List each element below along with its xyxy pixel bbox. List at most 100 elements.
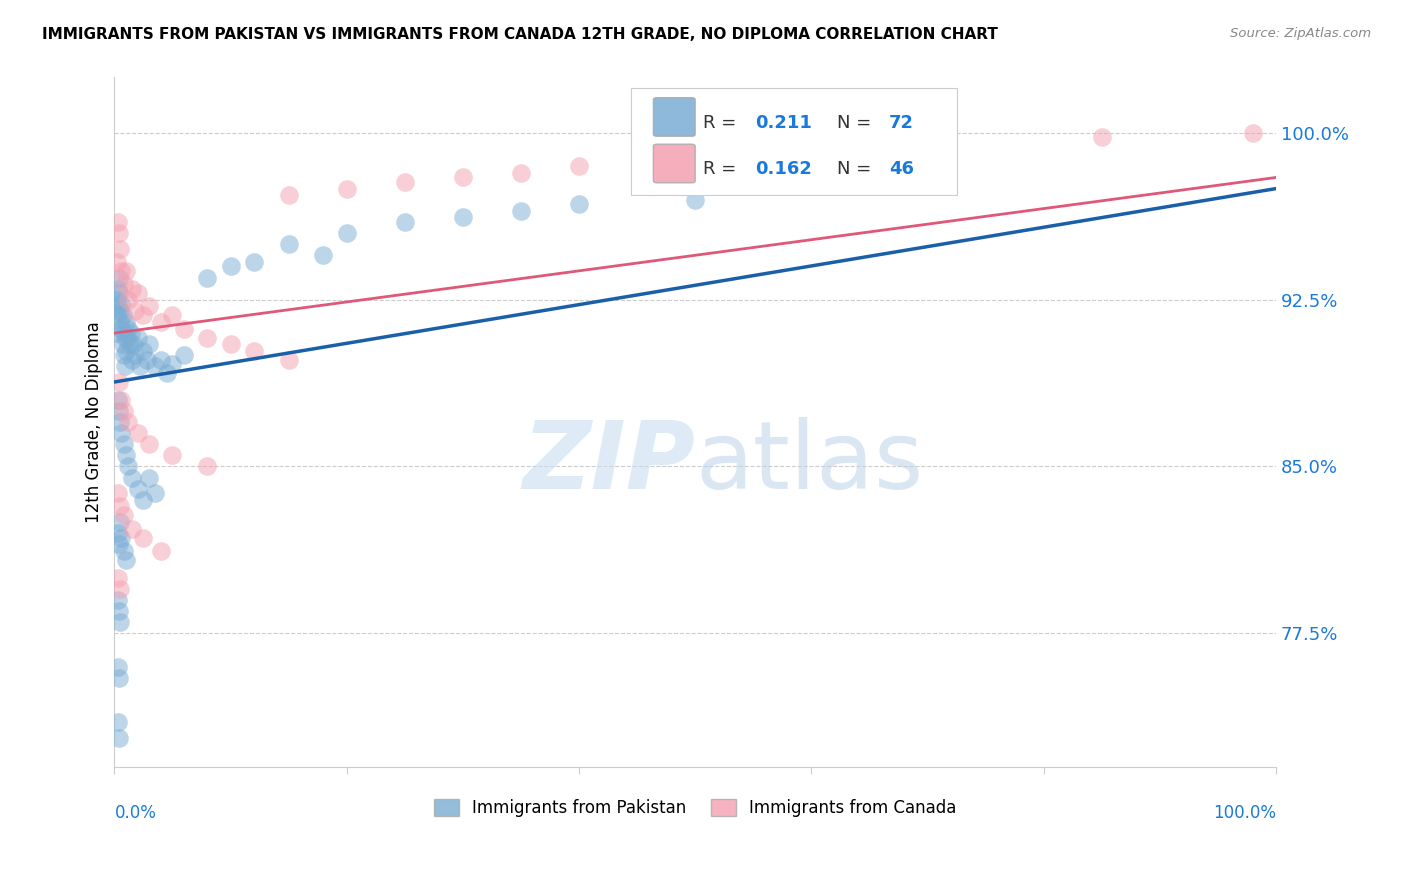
Point bbox=[277, 352, 299, 367]
Point bbox=[105, 308, 128, 322]
Point bbox=[149, 315, 172, 329]
Legend: Immigrants from Pakistan, Immigrants from Canada: Immigrants from Pakistan, Immigrants fro… bbox=[427, 792, 963, 823]
Point bbox=[121, 470, 143, 484]
Point bbox=[108, 537, 131, 551]
Point bbox=[110, 415, 132, 429]
Point bbox=[110, 500, 132, 514]
Point bbox=[219, 337, 242, 351]
Text: 100.0%: 100.0% bbox=[1213, 805, 1277, 822]
Point bbox=[800, 148, 823, 162]
Point bbox=[127, 482, 149, 496]
Point bbox=[110, 264, 132, 278]
Point bbox=[110, 297, 132, 311]
Point bbox=[195, 330, 218, 344]
Text: R =: R = bbox=[703, 113, 742, 132]
Point bbox=[394, 175, 416, 189]
Point bbox=[243, 255, 266, 269]
Point bbox=[451, 211, 474, 225]
Point bbox=[112, 437, 135, 451]
Point bbox=[115, 553, 138, 567]
Point bbox=[108, 731, 131, 745]
Point bbox=[683, 153, 706, 167]
FancyBboxPatch shape bbox=[654, 98, 695, 136]
Point bbox=[107, 215, 129, 229]
Text: atlas: atlas bbox=[695, 417, 924, 509]
Point bbox=[107, 486, 129, 500]
Point bbox=[127, 330, 149, 344]
Point bbox=[108, 226, 131, 240]
Text: IMMIGRANTS FROM PAKISTAN VS IMMIGRANTS FROM CANADA 12TH GRADE, NO DIPLOMA CORREL: IMMIGRANTS FROM PAKISTAN VS IMMIGRANTS F… bbox=[42, 27, 998, 42]
Point bbox=[121, 282, 143, 296]
Point bbox=[117, 293, 139, 307]
Text: R =: R = bbox=[703, 160, 742, 178]
Point bbox=[120, 326, 142, 340]
Point bbox=[149, 544, 172, 558]
Point bbox=[138, 337, 160, 351]
Point bbox=[107, 571, 129, 585]
Point bbox=[118, 337, 141, 351]
Point bbox=[107, 592, 129, 607]
Text: 0.162: 0.162 bbox=[755, 160, 813, 178]
Point bbox=[127, 426, 149, 441]
Point bbox=[108, 604, 131, 618]
Point bbox=[132, 531, 155, 545]
Point bbox=[107, 300, 129, 314]
Point bbox=[173, 348, 195, 362]
Point bbox=[112, 508, 135, 523]
Point bbox=[336, 226, 359, 240]
Point bbox=[132, 308, 155, 322]
Point bbox=[219, 260, 242, 274]
Point bbox=[114, 359, 136, 374]
Point bbox=[108, 286, 131, 301]
Point bbox=[149, 352, 172, 367]
Point bbox=[112, 544, 135, 558]
Point bbox=[111, 308, 134, 322]
Point bbox=[510, 203, 533, 218]
Point bbox=[312, 248, 335, 262]
Text: 46: 46 bbox=[889, 160, 914, 178]
Point bbox=[394, 215, 416, 229]
Point bbox=[1241, 126, 1264, 140]
Point bbox=[195, 459, 218, 474]
Point bbox=[132, 492, 155, 507]
Point bbox=[277, 188, 299, 202]
Point bbox=[110, 426, 132, 441]
Point bbox=[110, 321, 132, 335]
Point bbox=[122, 337, 145, 351]
Point bbox=[108, 270, 131, 285]
Point bbox=[107, 282, 129, 296]
Point bbox=[683, 193, 706, 207]
Point bbox=[112, 326, 135, 340]
Point bbox=[277, 237, 299, 252]
Point bbox=[336, 181, 359, 195]
Point bbox=[127, 286, 149, 301]
Point bbox=[568, 160, 591, 174]
Text: N =: N = bbox=[837, 113, 877, 132]
Point bbox=[162, 308, 184, 322]
Point bbox=[510, 166, 533, 180]
Point bbox=[112, 348, 135, 362]
Point bbox=[107, 526, 129, 541]
Point bbox=[121, 352, 143, 367]
Point bbox=[112, 277, 135, 292]
Point bbox=[105, 293, 128, 307]
Text: ZIP: ZIP bbox=[522, 417, 695, 509]
Point bbox=[107, 715, 129, 730]
Point bbox=[143, 486, 166, 500]
Point bbox=[108, 671, 131, 685]
Point bbox=[104, 326, 127, 340]
Point bbox=[108, 375, 131, 389]
Point bbox=[138, 470, 160, 484]
Point bbox=[110, 582, 132, 596]
Point bbox=[117, 321, 139, 335]
Point bbox=[243, 343, 266, 358]
FancyBboxPatch shape bbox=[631, 87, 956, 194]
Point bbox=[107, 392, 129, 407]
Point bbox=[117, 459, 139, 474]
Point bbox=[1091, 130, 1114, 145]
Point bbox=[110, 515, 132, 529]
Point bbox=[451, 170, 474, 185]
Point bbox=[110, 531, 132, 545]
Text: 72: 72 bbox=[889, 113, 914, 132]
Point bbox=[132, 343, 155, 358]
